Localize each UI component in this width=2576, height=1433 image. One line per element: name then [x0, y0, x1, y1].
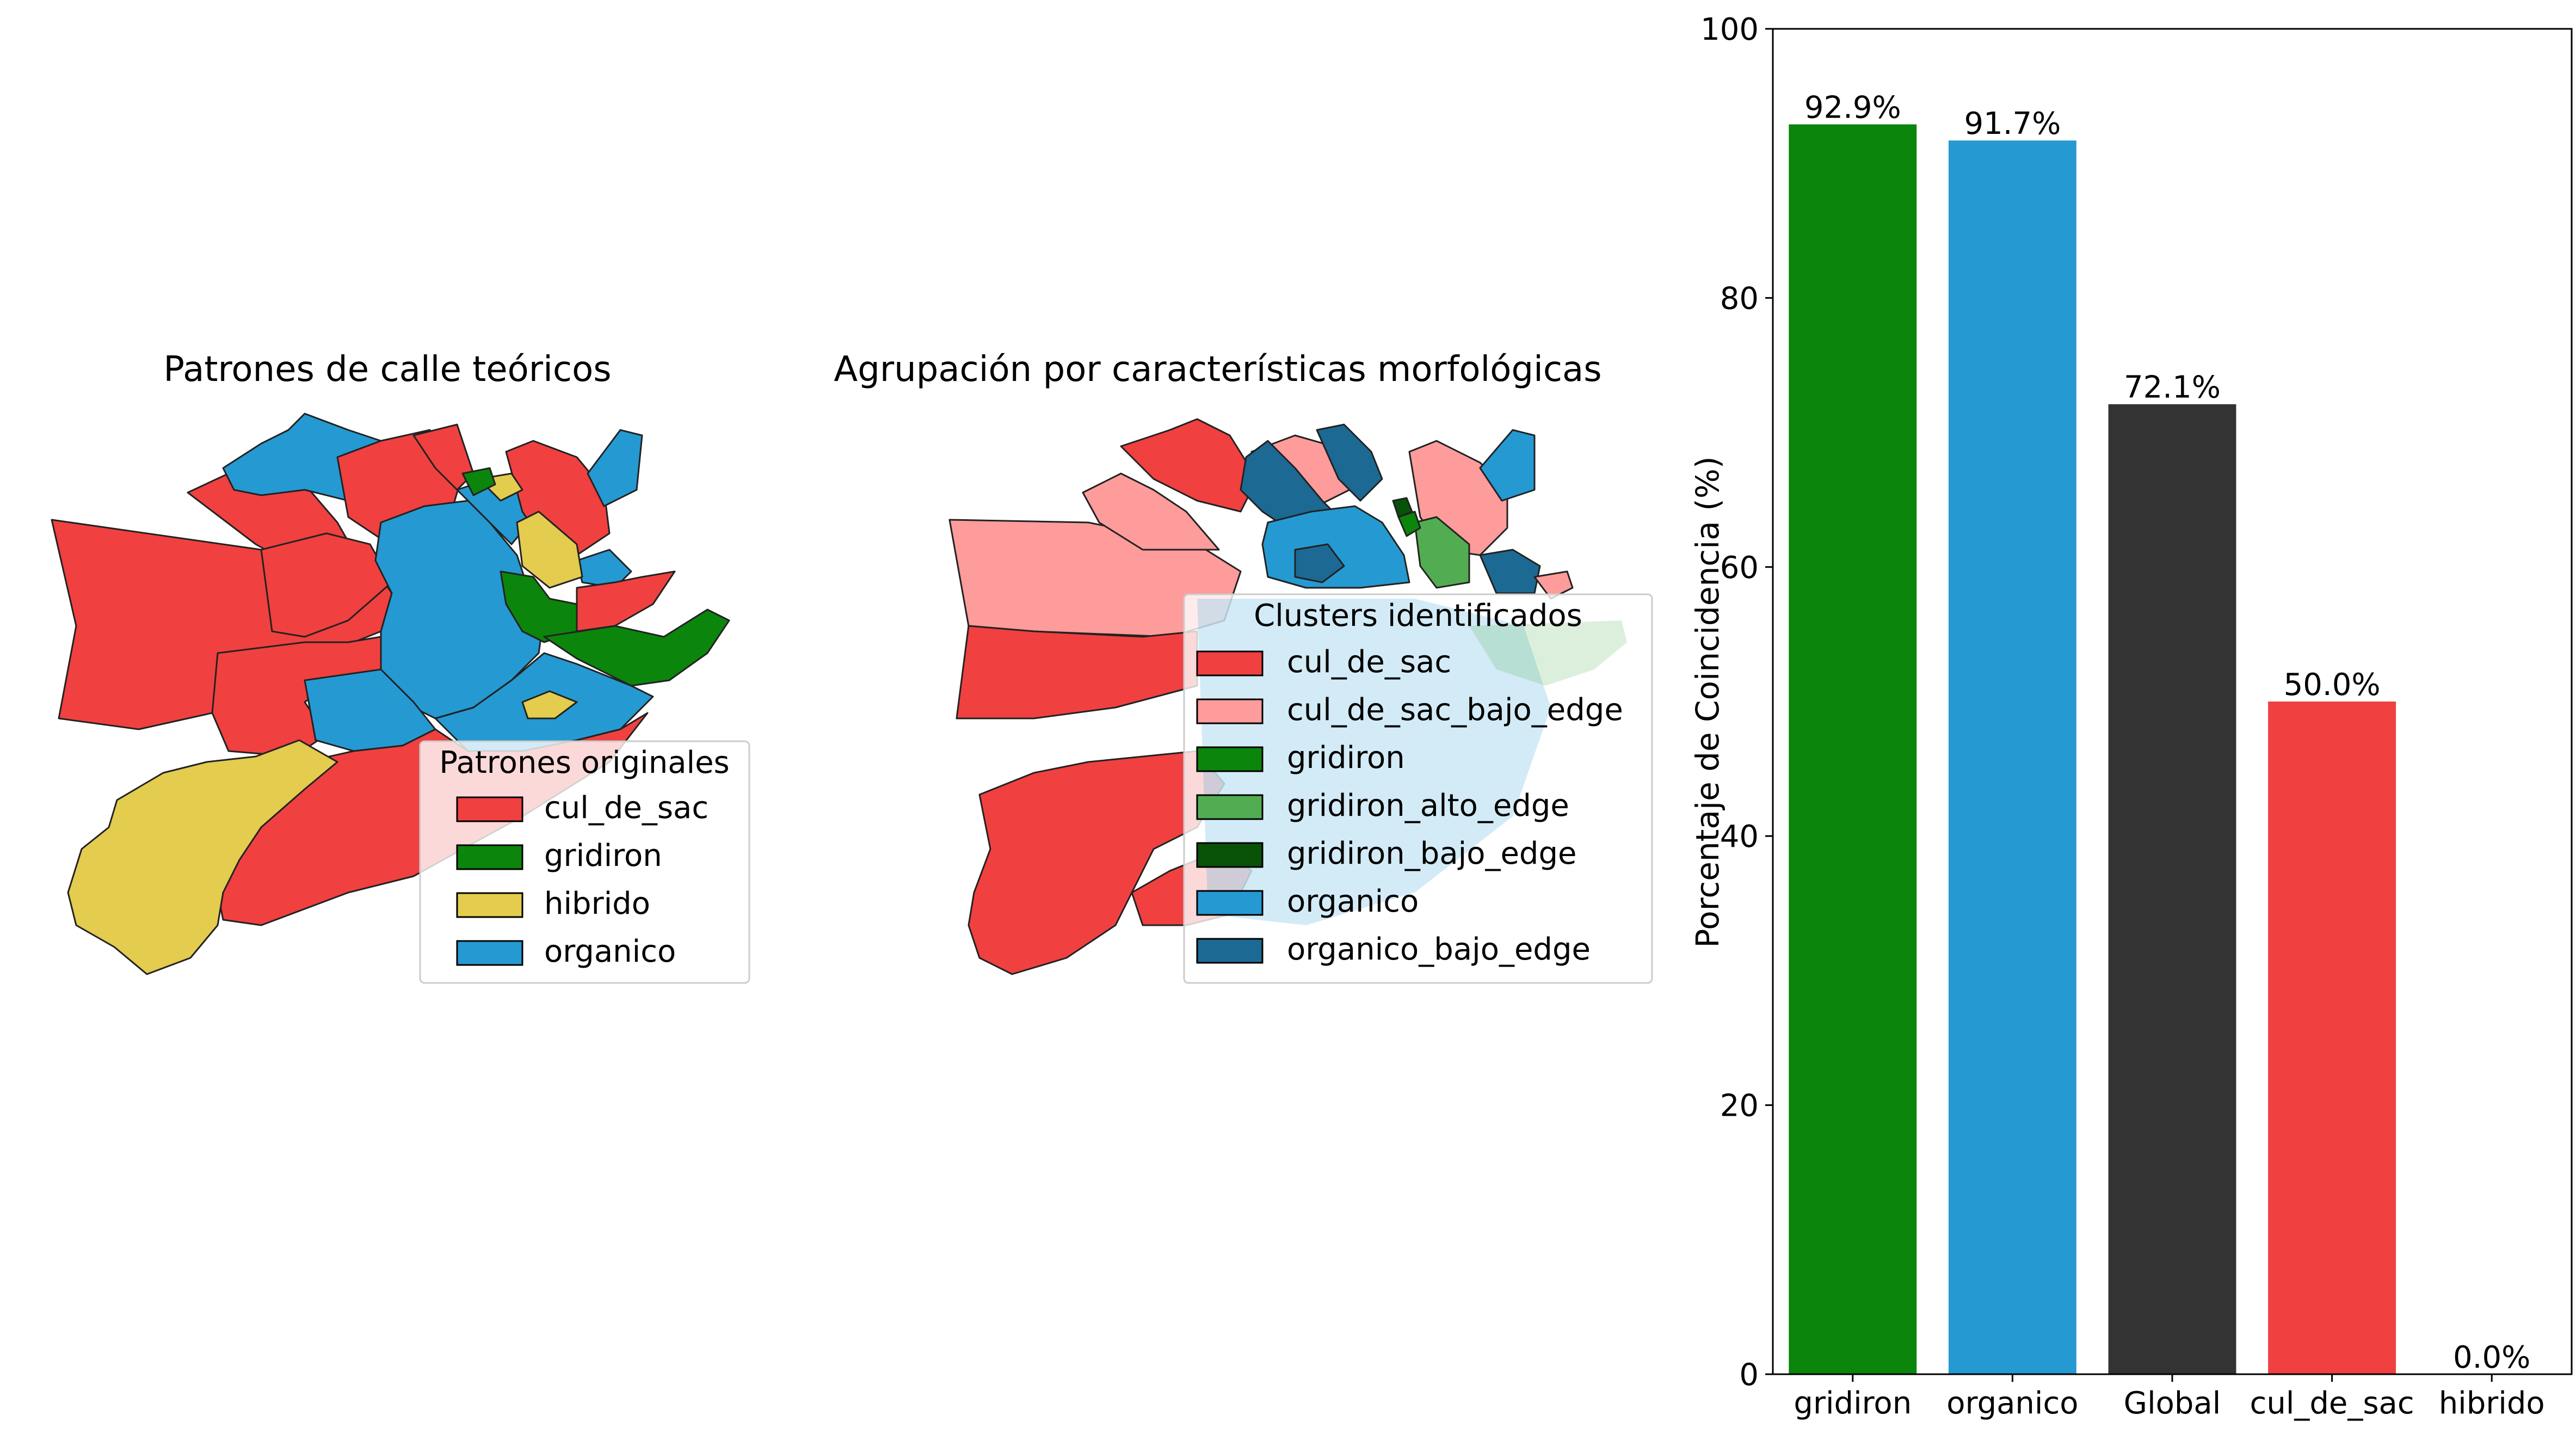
- map1-district-hibrido-centre: [516, 511, 583, 589]
- map2-legend-label: organico: [1287, 884, 1419, 919]
- map2-district-organico-core: [1261, 505, 1410, 589]
- bar-chart-bars: 92.9% 91.7% 72.1% 50.0% 0.0%: [1789, 90, 2530, 1375]
- map2-legend-label: cul_de_sac_bajo_edge: [1287, 692, 1623, 728]
- map2-legend-frame: [1183, 593, 1653, 984]
- map1-legend-label: cul_de_sac: [544, 790, 708, 826]
- map1-district-organico-e: [576, 549, 632, 589]
- y-tick-label: 40: [1720, 819, 1759, 854]
- map2-district-faded-organico: [1197, 599, 1551, 925]
- map2-legend-label: cul_de_sac: [1287, 644, 1451, 680]
- bar-gridiron: [1789, 124, 1917, 1375]
- map1-legend-swatch-cul-de-sac: [456, 796, 523, 822]
- map2-legend-item: organico_bajo_edge: [1196, 932, 1591, 967]
- map2-district-cul-de-sac-west: [956, 625, 1198, 719]
- map2-district-organico-bajo-edge-nc: [1316, 423, 1383, 502]
- map1-district-organico-ne: [587, 429, 643, 507]
- map2-legend-item: gridiron: [1196, 740, 1405, 776]
- map1-legend-item: gridiron: [456, 838, 662, 874]
- x-tick-label: organico: [1946, 1386, 2078, 1421]
- bar-organico: [1948, 140, 2076, 1374]
- map1-district-gridiron-north: [461, 467, 496, 496]
- map1-legend-swatch-hibrido: [456, 892, 523, 918]
- map2-legend-swatch-gridiron-alto-edge: [1196, 794, 1264, 820]
- map1-district-hibrido-sw: [67, 739, 338, 975]
- map2-district-gridiron-bajo-edge: [1392, 497, 1413, 518]
- bar-value-label: 0.0%: [2453, 1340, 2530, 1375]
- map2-legend-title: Clusters identificados: [1254, 598, 1582, 634]
- map2-legend-swatch-cul-de-sac-bajo-edge: [1196, 698, 1264, 724]
- map2-legend-item: gridiron_alto_edge: [1196, 788, 1569, 823]
- y-tick-label: 100: [1700, 12, 1759, 47]
- map1-district-hibrido-south: [521, 690, 578, 719]
- bar-value-label: 92.9%: [1804, 90, 1901, 126]
- map2-legend-item: organico: [1196, 884, 1419, 919]
- map2-legend-items: cul_de_sac cul_de_sac_bajo_edge gridiron…: [1196, 644, 1623, 967]
- map-panel-clusters: Agrupación por características morfológi…: [834, 349, 1653, 984]
- map2-legend-item: cul_de_sac_bajo_edge: [1196, 692, 1623, 728]
- bar-chart-ticks: gridiron organico Global cul_de_sac hibrido 0…: [1700, 12, 2545, 1421]
- map1-legend-items: cul_de_sac gridiron hibrido organico: [456, 790, 708, 969]
- map2-legend-swatch-cul-de-sac: [1196, 650, 1264, 676]
- map2-districts: [948, 418, 1574, 975]
- map1-legend-swatch-organico: [456, 940, 523, 966]
- plot-frame: [1772, 28, 2573, 1375]
- bar-chart-ylabel: Porcentaje de Coincidencia (%): [1689, 456, 1726, 948]
- map1-legend-item: organico: [456, 934, 676, 969]
- map1-legend-item: cul_de_sac: [456, 790, 708, 826]
- map1-legend-title: Patrones originales: [439, 745, 729, 780]
- bar-value-label: 91.7%: [1964, 106, 2061, 142]
- map2-legend-label: organico_bajo_edge: [1287, 932, 1591, 967]
- y-tick-label: 20: [1720, 1088, 1759, 1124]
- map2-legend-swatch-gridiron: [1196, 746, 1264, 772]
- map-panel-original: Patrones de calle teóricos: [51, 349, 750, 984]
- x-tick-label: cul_de_sac: [2250, 1386, 2414, 1421]
- map1-legend-swatch-gridiron: [456, 844, 523, 870]
- x-tick-label: hibrido: [2439, 1386, 2545, 1421]
- map2-district-organico-bajo-edge-core: [1294, 543, 1345, 583]
- x-tick-label: gridiron: [1794, 1386, 1912, 1421]
- map2-legend-swatch-organico: [1196, 890, 1264, 916]
- y-tick-label: 60: [1720, 550, 1759, 586]
- map1-title: Patrones de calle teóricos: [163, 349, 611, 390]
- map1-legend: Patrones originales cul_de_sac gridiron …: [419, 740, 750, 984]
- map1-district-cul-de-sac-nc: [412, 423, 474, 491]
- y-tick-label: 0: [1739, 1357, 1759, 1393]
- map1-district-gridiron-east: [543, 608, 730, 687]
- bar-value-label: 50.0%: [2284, 667, 2381, 703]
- map2-legend-label: gridiron: [1287, 740, 1405, 776]
- map2-legend-label: gridiron_bajo_edge: [1287, 836, 1576, 871]
- map1-legend-item: hibrido: [456, 886, 650, 921]
- map2-district-cul-de-sac-bajo-edge-e: [1533, 570, 1574, 600]
- bar-cul-de-sac: [2268, 702, 2396, 1374]
- map2-district-cul-de-sac-bajo-edge-nw: [1082, 472, 1220, 551]
- bar-chart: Porcentaje de Coincidencia (%) 92.9% 91.7…: [1689, 12, 2573, 1421]
- map2-legend-swatch-gridiron-bajo-edge: [1196, 842, 1264, 868]
- map2-legend: Clusters identificados cul_de_sac cul_de…: [1183, 593, 1653, 984]
- x-tick-label: Global: [2124, 1386, 2221, 1421]
- map2-district-organico-ne: [1479, 429, 1536, 502]
- map1-legend-label: hibrido: [544, 886, 650, 921]
- map2-district-organico-bajo-edge-e: [1479, 549, 1541, 594]
- bar-value-label: 72.1%: [2124, 370, 2221, 405]
- map1-legend-label: gridiron: [544, 838, 662, 874]
- y-tick-label: 80: [1720, 281, 1759, 316]
- map2-legend-swatch-organico-bajo-edge: [1196, 938, 1264, 964]
- map2-legend-label: gridiron_alto_edge: [1287, 788, 1569, 823]
- map1-district-cul-de-sac-east: [576, 570, 676, 632]
- map1-legend-label: organico: [544, 934, 676, 969]
- map2-district-gridiron-alto-edge: [1414, 516, 1470, 589]
- map2-title: Agrupación por características morfológi…: [834, 349, 1601, 390]
- map2-legend-item: gridiron_bajo_edge: [1196, 836, 1576, 871]
- map2-district-faded-gridiron: [1469, 620, 1627, 686]
- map1-districts: [51, 413, 730, 975]
- bar-chart-frame: [1772, 28, 2573, 1375]
- map2-legend-item: cul_de_sac: [1196, 644, 1451, 680]
- bar-Global: [2108, 404, 2236, 1374]
- map1-district-cul-de-sac-wc: [260, 532, 393, 638]
